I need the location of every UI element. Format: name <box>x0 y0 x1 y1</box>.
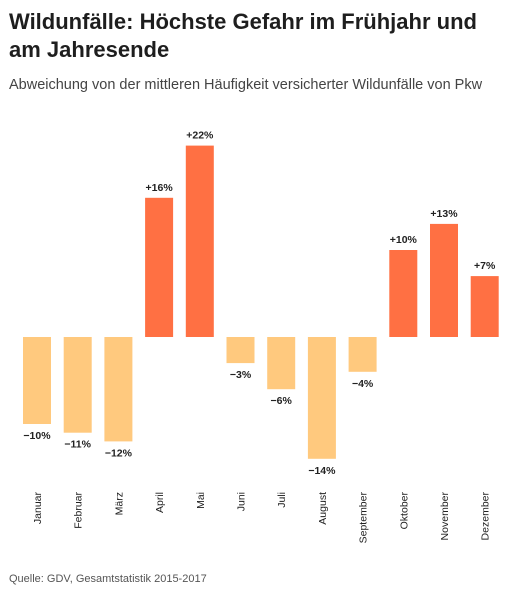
bar-november <box>430 223 458 337</box>
value-label: +22% <box>186 130 214 142</box>
bar-august <box>307 337 336 459</box>
category-label: April <box>154 492 166 513</box>
value-label: −11% <box>64 439 91 451</box>
bar-januar <box>23 337 51 424</box>
bars-group <box>23 145 499 459</box>
value-label: −10% <box>23 430 51 442</box>
category-label: September <box>358 492 370 544</box>
category-label: Oktober <box>398 492 410 530</box>
category-label: Januar <box>32 492 44 525</box>
category-label: Mai <box>195 492 207 509</box>
bar-april <box>145 197 174 337</box>
category-label: März <box>113 492 125 515</box>
bar-märz <box>104 337 133 442</box>
value-label: −12% <box>105 447 133 459</box>
category-label: November <box>439 491 451 540</box>
bar-juli <box>267 337 296 390</box>
value-labels-group: −10% −11% −12% +16% +22% −3% −6% −14% −4% +10% +13… <box>23 130 496 477</box>
value-label: +13% <box>430 208 458 220</box>
bar-oktober <box>389 250 418 337</box>
category-label: Dezember <box>480 491 492 540</box>
bar-februar <box>63 337 92 433</box>
bar-juni <box>226 337 255 364</box>
chart-title: Wildunfälle: Höchste Gefahr im Frühjahr … <box>9 9 477 62</box>
category-label: Juni <box>236 492 248 511</box>
value-label: −6% <box>271 395 293 407</box>
category-label: Juli <box>276 492 288 508</box>
source-note: Quelle: GDV, Gesamtstatistik 2015-2017 <box>9 573 207 585</box>
bar-mai <box>185 145 214 337</box>
chart-subtitle: Abweichung von der mittleren Häufigkeit … <box>9 77 483 93</box>
value-label: +10% <box>390 234 418 246</box>
value-label: −4% <box>352 378 374 390</box>
value-label: −3% <box>230 369 252 381</box>
bar-september <box>348 337 377 372</box>
category-labels-group: Januar Februar März April Mai Juni Juli August S… <box>32 491 492 543</box>
bar-dezember <box>470 276 499 337</box>
category-label: August <box>317 492 329 525</box>
category-label: Februar <box>73 491 85 528</box>
value-label: +16% <box>146 182 174 194</box>
value-label: +7% <box>474 260 496 272</box>
value-label: −14% <box>308 465 336 477</box>
